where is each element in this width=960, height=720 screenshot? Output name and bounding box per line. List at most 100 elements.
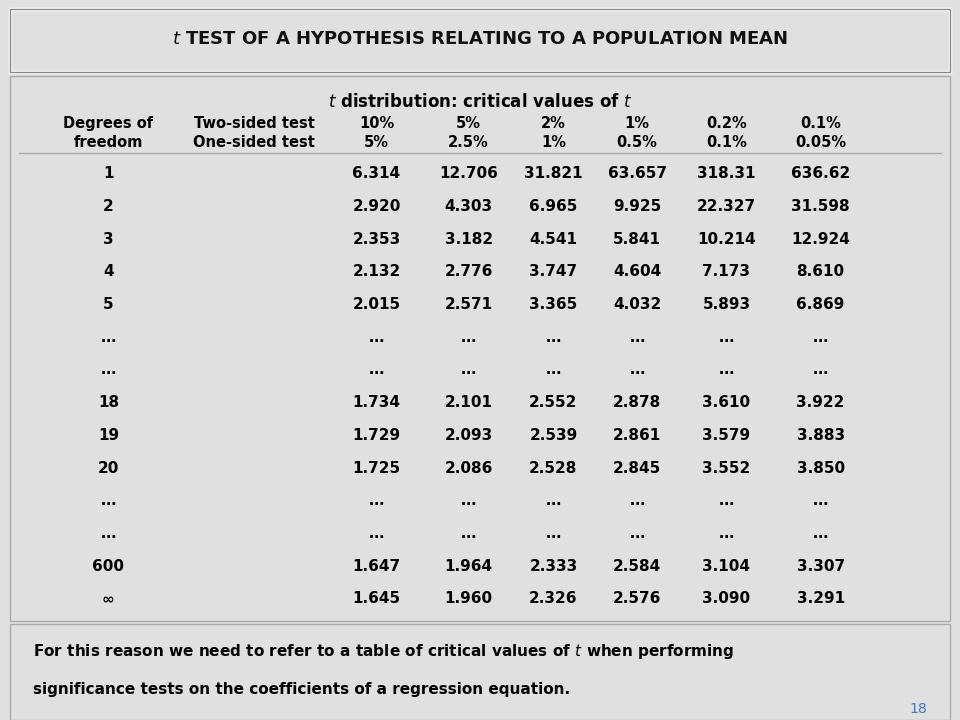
Text: 4.541: 4.541	[529, 232, 577, 247]
Text: 19: 19	[98, 428, 119, 443]
Text: $\mathit{t}$ TEST OF A HYPOTHESIS RELATING TO A POPULATION MEAN: $\mathit{t}$ TEST OF A HYPOTHESIS RELATI…	[172, 30, 788, 48]
Text: 2.086: 2.086	[444, 461, 492, 475]
Text: …: …	[545, 362, 561, 377]
Text: 2.920: 2.920	[352, 199, 400, 214]
Text: 10.214: 10.214	[697, 232, 756, 247]
Text: 1%: 1%	[625, 115, 650, 130]
Text: …: …	[545, 493, 561, 508]
Text: 5.841: 5.841	[613, 232, 661, 247]
Text: 4: 4	[103, 264, 113, 279]
Text: 2.528: 2.528	[529, 461, 578, 475]
Text: 3.922: 3.922	[797, 395, 845, 410]
Text: …: …	[630, 330, 645, 345]
Text: 2.015: 2.015	[352, 297, 400, 312]
Text: 1.964: 1.964	[444, 559, 492, 574]
Text: 8.610: 8.610	[797, 264, 845, 279]
Text: …: …	[369, 330, 384, 345]
Text: 2: 2	[103, 199, 113, 214]
Text: …: …	[813, 493, 828, 508]
Text: …: …	[719, 362, 734, 377]
Text: 7.173: 7.173	[703, 264, 751, 279]
Text: One-sided test: One-sided test	[193, 135, 315, 150]
Text: …: …	[630, 362, 645, 377]
Text: 0.05%: 0.05%	[795, 135, 846, 150]
Text: 3.182: 3.182	[444, 232, 492, 247]
Text: 18: 18	[909, 701, 927, 716]
Text: For this reason we need to refer to a table of critical values of $\mathit{t}$ w: For this reason we need to refer to a ta…	[33, 642, 734, 660]
Text: …: …	[461, 526, 476, 541]
Text: $\mathit{t}$ distribution: critical values of $\mathit{t}$: $\mathit{t}$ distribution: critical valu…	[327, 93, 633, 111]
Text: significance tests on the coefficients of a regression equation.: significance tests on the coefficients o…	[33, 682, 570, 697]
Text: …: …	[101, 362, 116, 377]
Text: 1.725: 1.725	[352, 461, 400, 475]
Text: 0.5%: 0.5%	[616, 135, 658, 150]
Text: 3.291: 3.291	[797, 591, 845, 606]
Text: 2.101: 2.101	[444, 395, 492, 410]
Text: …: …	[461, 330, 476, 345]
Text: Two-sided test: Two-sided test	[194, 115, 315, 130]
Text: 3.747: 3.747	[529, 264, 578, 279]
Text: 4.604: 4.604	[613, 264, 661, 279]
Text: freedom: freedom	[74, 135, 143, 150]
Text: 31.598: 31.598	[791, 199, 850, 214]
Text: …: …	[101, 330, 116, 345]
Text: 1: 1	[103, 166, 113, 181]
Text: 2.539: 2.539	[529, 428, 578, 443]
Text: …: …	[630, 526, 645, 541]
Text: …: …	[630, 493, 645, 508]
Text: 2.576: 2.576	[612, 591, 661, 606]
Text: 5%: 5%	[364, 135, 389, 150]
Text: 0.2%: 0.2%	[707, 115, 747, 130]
Text: 22.327: 22.327	[697, 199, 756, 214]
Text: 1.647: 1.647	[352, 559, 400, 574]
Text: 3.104: 3.104	[703, 559, 751, 574]
Text: …: …	[719, 330, 734, 345]
Text: 3.552: 3.552	[703, 461, 751, 475]
Text: 2.552: 2.552	[529, 395, 578, 410]
Text: 0.1%: 0.1%	[706, 135, 747, 150]
Text: ∞: ∞	[102, 591, 115, 606]
Text: …: …	[461, 493, 476, 508]
Text: 12.706: 12.706	[440, 166, 498, 181]
Text: 2.5%: 2.5%	[448, 135, 489, 150]
Text: 6.965: 6.965	[529, 199, 578, 214]
Text: 5.893: 5.893	[703, 297, 751, 312]
Text: …: …	[813, 362, 828, 377]
Text: 2.845: 2.845	[613, 461, 661, 475]
Text: …: …	[719, 493, 734, 508]
Text: 3.579: 3.579	[703, 428, 751, 443]
Text: 3.883: 3.883	[797, 428, 845, 443]
Text: 1.960: 1.960	[444, 591, 492, 606]
Text: 1.729: 1.729	[352, 428, 400, 443]
Text: 2.571: 2.571	[444, 297, 492, 312]
Text: 2.584: 2.584	[613, 559, 661, 574]
Text: 636.62: 636.62	[791, 166, 851, 181]
Text: …: …	[719, 526, 734, 541]
Text: 2.861: 2.861	[613, 428, 661, 443]
Text: 3.365: 3.365	[529, 297, 578, 312]
Text: …: …	[545, 526, 561, 541]
Text: …: …	[369, 493, 384, 508]
Text: 2.878: 2.878	[613, 395, 661, 410]
Text: …: …	[813, 526, 828, 541]
Text: …: …	[101, 493, 116, 508]
Text: 4.032: 4.032	[613, 297, 661, 312]
Text: 6.869: 6.869	[797, 297, 845, 312]
Text: 2.093: 2.093	[444, 428, 492, 443]
Text: 9.925: 9.925	[613, 199, 661, 214]
Text: 3.850: 3.850	[797, 461, 845, 475]
Text: 2%: 2%	[540, 115, 565, 130]
Text: Degrees of: Degrees of	[63, 115, 154, 130]
Text: 5: 5	[103, 297, 113, 312]
Text: 600: 600	[92, 559, 125, 574]
Text: 1.734: 1.734	[352, 395, 400, 410]
Text: 12.924: 12.924	[791, 232, 850, 247]
Text: 318.31: 318.31	[697, 166, 756, 181]
Text: …: …	[813, 330, 828, 345]
Text: 3.610: 3.610	[703, 395, 751, 410]
Text: 31.821: 31.821	[524, 166, 583, 181]
Text: 1.645: 1.645	[352, 591, 400, 606]
Text: …: …	[369, 362, 384, 377]
Text: 3.307: 3.307	[797, 559, 845, 574]
Text: 10%: 10%	[359, 115, 395, 130]
